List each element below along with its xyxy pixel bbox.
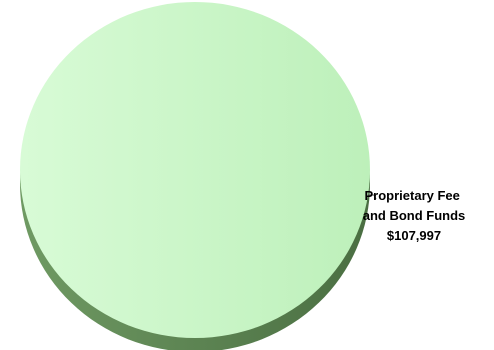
data-label-category-line-1: Proprietary Fee: [365, 188, 460, 203]
data-label-value: $107,997: [387, 228, 441, 243]
data-label-leader-line: [368, 194, 377, 200]
data-label-category-line-2: and Bond Funds: [363, 208, 466, 223]
pie-slice-0: [20, 2, 370, 338]
pie-plot-area: [20, 2, 370, 350]
data-label: Proprietary Fee and Bond Funds $107,997: [363, 188, 466, 243]
data-label-category: Proprietary Fee and Bond Funds: [363, 188, 466, 223]
